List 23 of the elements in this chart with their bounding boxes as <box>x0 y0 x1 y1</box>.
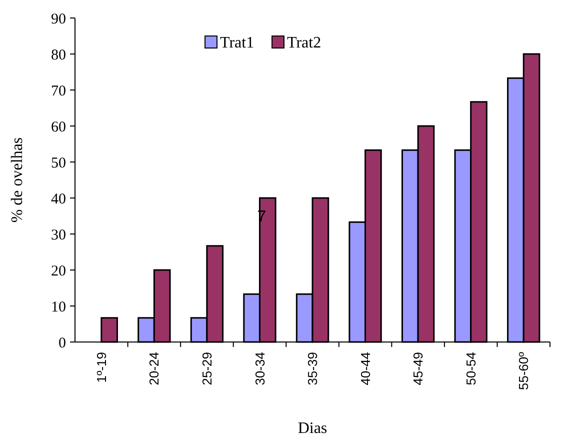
x-tick-label: 40-44 <box>358 352 373 386</box>
legend-label: Trat1 <box>220 34 254 52</box>
y-tick-label: 90 <box>51 11 66 28</box>
legend-label: Trat2 <box>287 34 322 52</box>
x-tick-label: 1º-19 <box>94 352 109 383</box>
y-tick-label: 30 <box>51 227 66 244</box>
x-tick-label: 20-24 <box>146 352 162 386</box>
y-tick-label: 50 <box>51 155 66 172</box>
x-tick-label: 45-49 <box>410 352 426 386</box>
x-tick-label: 50-54 <box>463 352 478 386</box>
x-axis-title: Dias <box>298 420 328 437</box>
x-tick-label: 25-29 <box>199 352 214 386</box>
x-tick-label: 35-39 <box>305 352 320 386</box>
y-tick-label: 60 <box>51 119 66 136</box>
y-tick-label: 80 <box>51 47 66 64</box>
y-tick-label: 10 <box>51 299 66 316</box>
y-tick-label: 20 <box>51 263 66 280</box>
x-tick-label: 55-60º <box>516 352 532 390</box>
y-axis-title: % de ovelhas <box>9 137 26 223</box>
y-tick-label: 70 <box>51 83 66 100</box>
x-tick-label: 30-34 <box>252 352 268 386</box>
y-tick-label: 40 <box>51 191 66 208</box>
y-tick-label: 0 <box>58 335 66 352</box>
